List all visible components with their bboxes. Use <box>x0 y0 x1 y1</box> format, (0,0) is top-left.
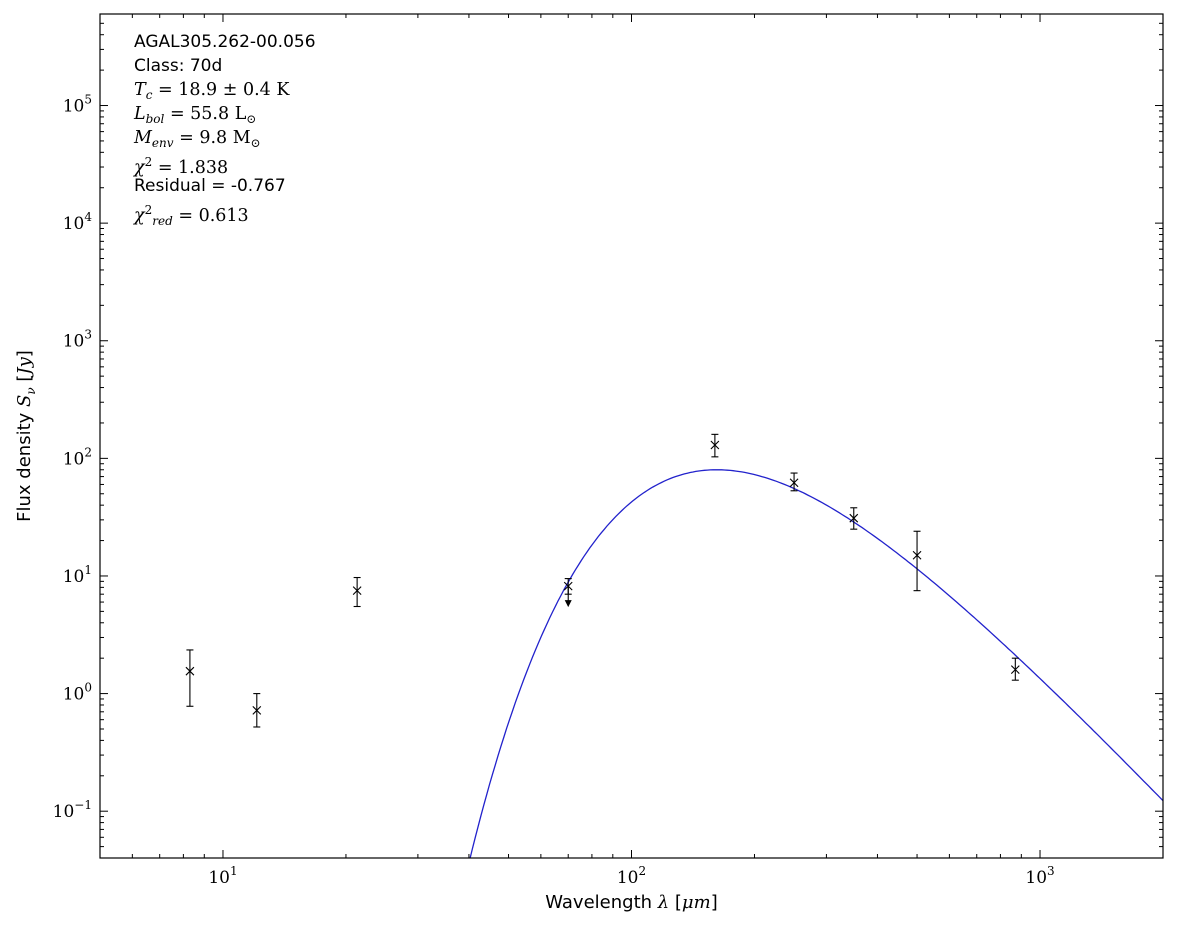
annotation-line-2: Class: 70d <box>134 56 223 76</box>
data-point-12.1um <box>252 693 262 728</box>
y-tick-label: 104 <box>63 210 93 234</box>
x-marker <box>710 440 720 450</box>
x-marker <box>912 550 922 560</box>
annotation-line-4: Lbol = 55.8 L⊙ <box>134 104 257 126</box>
x-marker <box>1010 665 1020 674</box>
y-tick-label: 102 <box>63 445 92 469</box>
data-points <box>185 433 1020 728</box>
y-tick-label: 101 <box>63 563 92 587</box>
data-point-250um <box>789 472 799 492</box>
annotation-line-3: Tc = 18.9 ± 0.4 K <box>134 80 290 102</box>
y-tick-label: 10−1 <box>53 798 92 822</box>
upper-limit-arrow <box>564 600 572 608</box>
x-marker <box>185 666 195 676</box>
x-marker <box>789 478 799 488</box>
y-tick-label: 100 <box>63 681 92 705</box>
fit-parameters-annotation: AGAL305.262-00.056 Class: 70d Tc = 18.9 ± … <box>134 30 316 228</box>
axis-ticks <box>100 14 1163 858</box>
data-point-160um <box>710 433 720 458</box>
data-point-350um <box>849 507 859 530</box>
plot-frame <box>99 13 1164 859</box>
annotation-line-8: χ2red = 0.613 <box>134 203 249 228</box>
data-point-500um <box>912 530 922 592</box>
x-marker <box>352 586 362 596</box>
x-tick-label: 102 <box>617 864 646 888</box>
data-point-870um <box>1010 657 1020 681</box>
x-marker <box>252 705 262 715</box>
data-point-21.3um <box>352 576 362 608</box>
annotation-line-5: Menv = 9.8 M⊙ <box>134 128 261 150</box>
tick-labels: 101 102 103 10−1 100 101 102 103 104 105 <box>53 93 1055 888</box>
data-point-70um <box>563 578 573 608</box>
x-axis-label: Wavelength λ [μm] <box>545 892 717 913</box>
x-tick-label: 103 <box>1025 864 1054 888</box>
data-point-8.3um <box>185 649 195 707</box>
annotation-line-1: AGAL305.262-00.056 <box>134 32 316 52</box>
y-axis-label: Flux density Sν [Jy] <box>14 350 38 522</box>
y-tick-label: 103 <box>63 328 92 352</box>
x-tick-label: 101 <box>208 864 237 888</box>
annotation-line-7: Residual = -0.767 <box>134 176 286 196</box>
x-marker <box>849 513 859 523</box>
annotation-line-6: χ2 = 1.838 <box>134 155 229 178</box>
y-tick-label: 105 <box>63 93 92 117</box>
